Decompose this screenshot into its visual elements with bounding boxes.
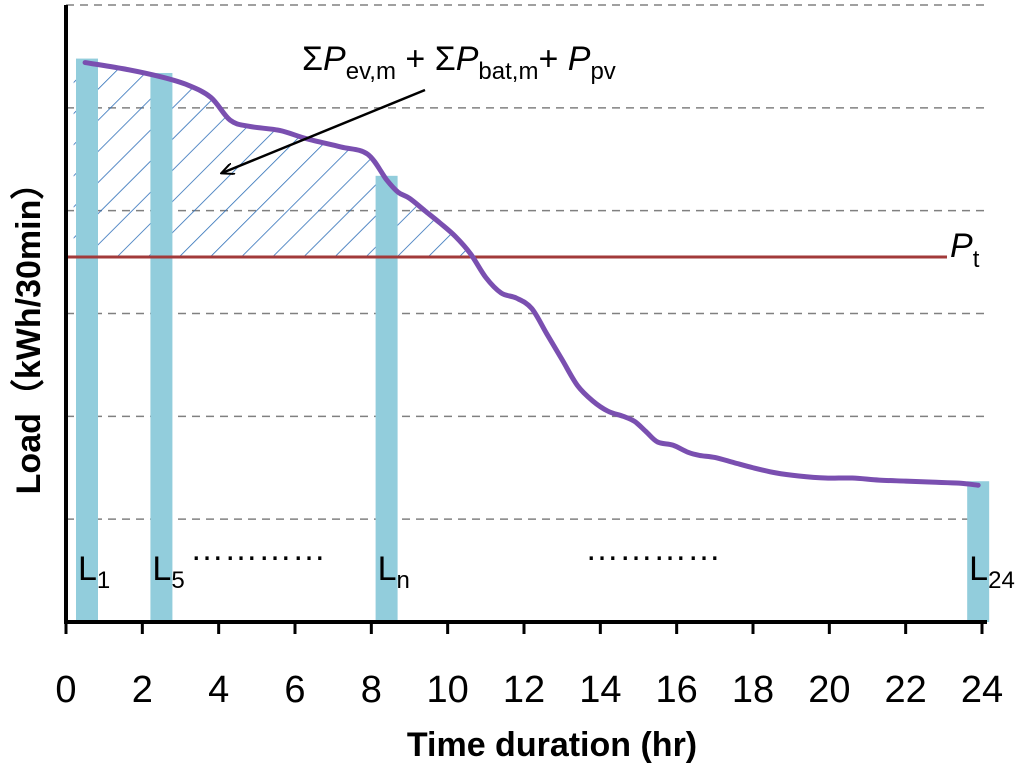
x-tick-label: 14 [579,669,621,711]
threshold-label: Pt [950,227,980,273]
ellipsis-right: ………… [585,530,721,568]
bar-label-Ln: Ln [378,550,410,594]
bar-label-L1: L1 [78,550,110,594]
x-tick-label: 18 [732,669,774,711]
x-tick-label: 20 [808,669,850,711]
bar-label-L5: L5 [152,550,184,594]
x-tick-label: 6 [284,669,305,711]
x-tick-label: 22 [885,669,927,711]
x-axis-title: Time duration (hr) [407,726,697,764]
x-tick-label: 0 [55,669,76,711]
x-tick-label: 12 [503,669,545,711]
x-tick-label: 2 [132,669,153,711]
load-bar-Ln [375,175,398,623]
x-tick-label: 10 [427,669,469,711]
load-bar-L24 [967,481,990,622]
x-tick-label: 4 [208,669,229,711]
x-tick-label: 24 [961,669,1003,711]
load-bar-L1 [75,58,98,622]
load-bar-L5 [150,72,173,622]
x-tick-label: 16 [656,669,698,711]
sum-annotation: ΣPev,m + ΣPbat,m+ Ppv [302,40,616,85]
ellipsis-left: ………… [190,530,326,568]
load-bars [75,58,990,623]
load-curve-line [82,60,981,488]
hatched-excess-region [73,62,477,257]
bar-labels: L1 L5 Ln L24 [78,550,1015,594]
bar-label-L24: L24 [969,550,1015,594]
x-tick-labels: 0 2 4 6 8 10 12 14 16 18 20 22 24 [55,622,1003,711]
x-tick-label: 8 [361,669,382,711]
y-axis-title: Load（kWh/30min） [9,166,48,495]
annotation-arrow [222,88,426,173]
